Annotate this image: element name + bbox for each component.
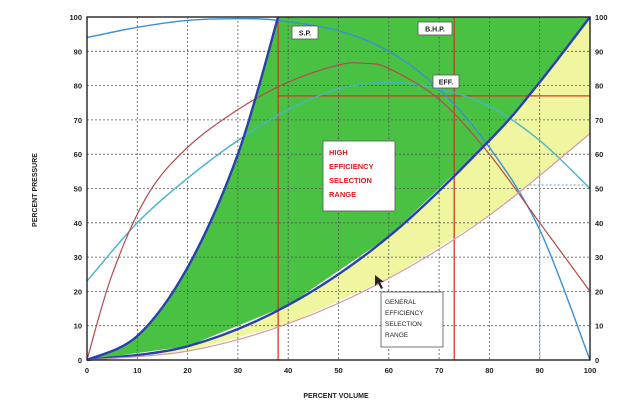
x-tick-label: 60 [385,366,393,375]
x-tick-label: 70 [435,366,443,375]
x-tick-label: 20 [183,366,191,375]
y-tick-label-right: 70 [595,116,603,125]
y-tick-label-left: 50 [74,185,82,194]
y-tick-label-right: 60 [595,150,603,159]
y-tick-label-right: 30 [595,253,603,262]
general-efficiency-box [380,291,444,348]
x-tick-label: 0 [85,366,89,375]
y-tick-label-right: 50 [595,185,603,194]
x-tick-label: 50 [334,366,342,375]
efficiency-curve [86,62,591,361]
x-tick-label: 10 [133,366,141,375]
x-tick-label: 100 [584,366,597,375]
general-efficiency-label: GENERAL [385,299,416,306]
y-tick-label-left: 30 [74,253,82,262]
y-tick-label-left: 10 [74,322,82,331]
general-efficiency-label: SELECTION [385,321,422,328]
y-tick-label-left: 0 [78,356,82,365]
x-tick-label: 30 [234,366,242,375]
general-efficiency-label: RANGE [385,332,409,339]
sp-curve-label-box [291,25,319,40]
system-curve-left [86,16,280,362]
high-efficiency-label: RANGE [329,190,356,199]
x-tick-label: 40 [284,366,292,375]
general-efficiency-label: EFFICIENCY [385,310,424,317]
y-tick-label-left: 40 [74,219,82,228]
y-tick-label-right: 90 [595,47,603,56]
y-tick-label-right: 100 [595,13,608,22]
x-tick-label: 90 [536,366,544,375]
y-tick-label-left: 20 [74,287,82,296]
y-tick-label-left: 70 [74,116,82,125]
brake-horsepower-curve [86,81,591,282]
annotations: S.P. B.H.P. EFF. HIGH EFFICIENCY SELECTION RAN… [291,21,460,348]
eff-curve-label-box [432,74,460,89]
plot-frame [86,16,591,361]
y-tick-label-right: 80 [595,82,603,91]
high-efficiency-box [322,140,396,212]
system-curve-low [86,133,591,361]
y-tick-label-right: 20 [595,287,603,296]
sp-curve-label: S.P. [299,31,311,38]
high-efficiency-label: EFFICIENCY [329,162,374,171]
eff-curve-label: EFF. [439,80,453,87]
y-tick-label-left: 60 [74,150,82,159]
bhp-curve-label-box [417,21,453,36]
x-axis-title: PERCENT VOLUME [303,393,369,400]
y-tick-label-right: 0 [595,356,599,365]
y-tick-label-right: 10 [595,322,603,331]
y-tick-label-left: 90 [74,47,82,56]
system-curve-right [86,16,591,362]
y-tick-label-right: 40 [595,219,603,228]
general-efficiency-region [87,17,590,360]
y-tick-label-left: 100 [69,13,82,22]
y-axis-title: PERCENT PRESSURE [32,153,39,227]
plot-border [86,16,591,361]
x-tick-label: 80 [485,366,493,375]
high-efficiency-label: HIGH [329,148,348,157]
arrow-pointer-icon [375,275,384,289]
y-tick-label-left: 80 [74,82,82,91]
series-lines [86,16,591,362]
high-efficiency-label: SELECTION [329,176,372,185]
bhp-curve-label: B.H.P. [425,27,445,34]
